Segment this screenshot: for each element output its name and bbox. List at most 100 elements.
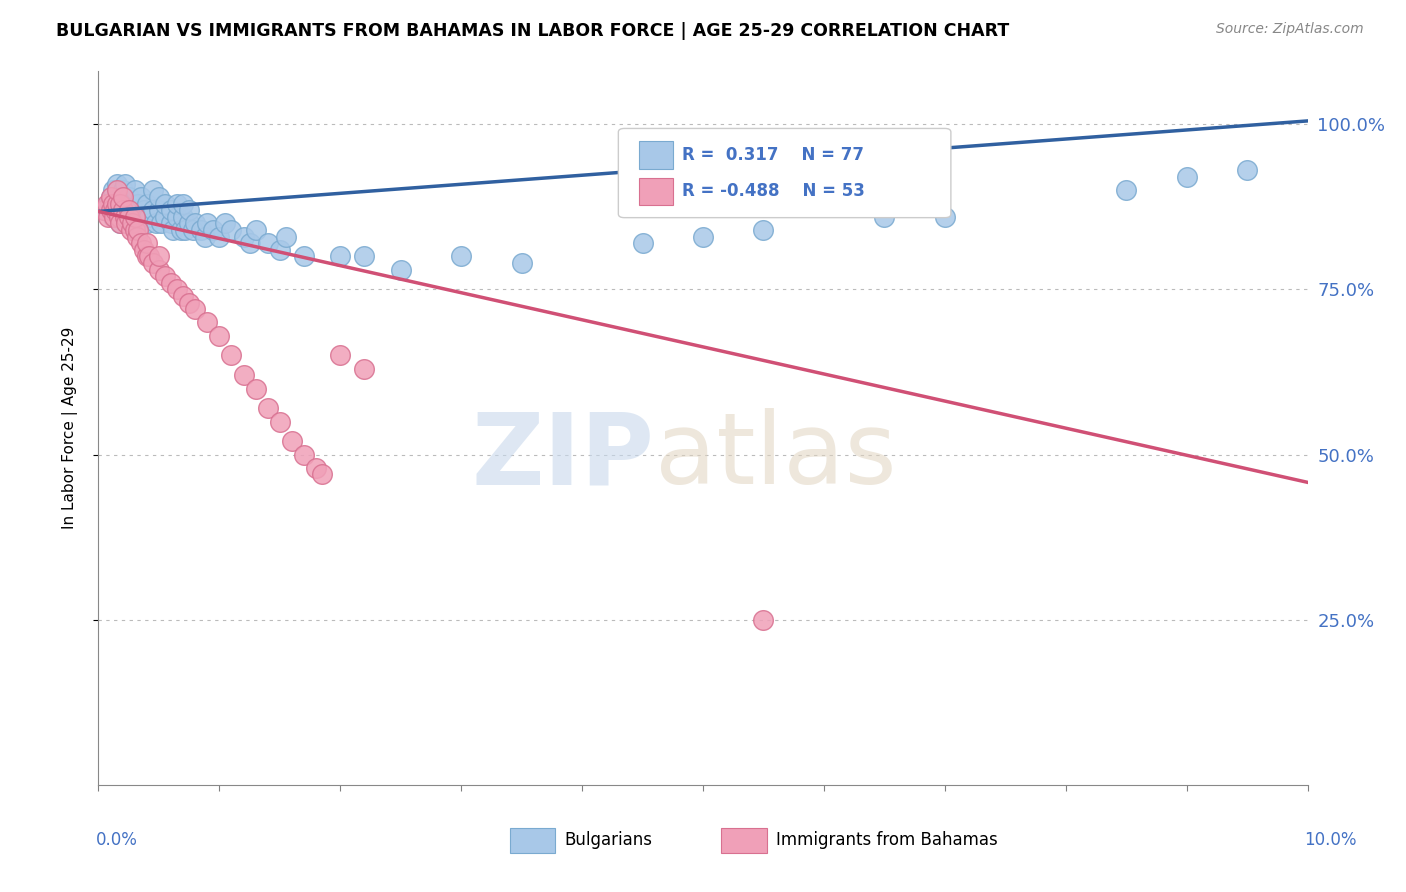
Point xyxy=(329,349,352,363)
Point xyxy=(142,203,165,218)
Point xyxy=(172,210,194,224)
Text: ZIP: ZIP xyxy=(472,409,655,505)
Point xyxy=(329,249,352,263)
Point xyxy=(124,223,146,237)
Point xyxy=(124,203,146,218)
Point xyxy=(292,448,315,462)
Point xyxy=(103,210,125,224)
Point xyxy=(111,196,134,211)
Point xyxy=(108,210,131,224)
Point xyxy=(221,349,243,363)
Point xyxy=(311,467,333,482)
Point xyxy=(135,249,157,263)
Point xyxy=(239,236,262,251)
Point xyxy=(108,203,131,218)
Point xyxy=(101,196,124,211)
Y-axis label: In Labor Force | Age 25-29: In Labor Force | Age 25-29 xyxy=(62,327,77,529)
Point xyxy=(245,223,267,237)
Point xyxy=(118,203,141,218)
Point xyxy=(111,190,134,204)
Point xyxy=(138,210,160,224)
Point xyxy=(269,415,291,429)
Point xyxy=(172,196,194,211)
Point xyxy=(1236,163,1258,178)
Point xyxy=(135,236,157,251)
Point xyxy=(127,223,149,237)
Point xyxy=(108,196,131,211)
FancyBboxPatch shape xyxy=(619,128,950,218)
Point xyxy=(96,196,118,211)
Point xyxy=(100,190,122,204)
Point xyxy=(692,229,714,244)
Point xyxy=(195,216,218,230)
Point xyxy=(114,177,136,191)
Point xyxy=(121,196,143,211)
Point xyxy=(135,196,157,211)
Point xyxy=(104,203,127,218)
Point xyxy=(174,223,197,237)
Point xyxy=(114,210,136,224)
Point xyxy=(221,223,243,237)
Point xyxy=(105,196,128,211)
Point xyxy=(1115,183,1137,197)
Point xyxy=(97,210,120,224)
Point xyxy=(153,269,176,284)
Point xyxy=(111,183,134,197)
Point xyxy=(105,177,128,191)
Point xyxy=(127,216,149,230)
Point xyxy=(93,203,115,218)
Point xyxy=(160,216,183,230)
Point xyxy=(179,216,201,230)
Point xyxy=(752,613,775,627)
Point xyxy=(138,249,160,263)
Point xyxy=(169,223,191,237)
Point xyxy=(148,203,170,218)
Point xyxy=(510,256,533,270)
Point xyxy=(292,249,315,263)
Point xyxy=(93,203,115,218)
Point xyxy=(181,223,204,237)
Point xyxy=(145,216,167,230)
Point xyxy=(184,302,207,317)
Point xyxy=(353,361,375,376)
FancyBboxPatch shape xyxy=(509,828,555,853)
Point xyxy=(142,183,165,197)
Point xyxy=(179,203,201,218)
Point xyxy=(353,249,375,263)
Point xyxy=(160,203,183,218)
Point xyxy=(172,289,194,303)
Point xyxy=(150,216,173,230)
Point xyxy=(162,223,184,237)
Point xyxy=(100,190,122,204)
Point xyxy=(256,401,278,416)
Point xyxy=(97,196,120,211)
FancyBboxPatch shape xyxy=(638,178,673,204)
Point xyxy=(148,262,170,277)
Point xyxy=(752,223,775,237)
FancyBboxPatch shape xyxy=(721,828,768,853)
Point xyxy=(127,229,149,244)
Text: Source: ZipAtlas.com: Source: ZipAtlas.com xyxy=(1216,22,1364,37)
Point xyxy=(135,216,157,230)
Text: R = -0.488    N = 53: R = -0.488 N = 53 xyxy=(682,182,865,200)
Point xyxy=(160,276,183,290)
Point xyxy=(245,382,267,396)
Point xyxy=(281,434,304,449)
Point xyxy=(305,460,328,475)
Point xyxy=(101,210,124,224)
Point xyxy=(269,243,291,257)
Text: atlas: atlas xyxy=(655,409,896,505)
Point xyxy=(105,196,128,211)
Point xyxy=(148,190,170,204)
Text: BULGARIAN VS IMMIGRANTS FROM BAHAMAS IN LABOR FORCE | AGE 25-29 CORRELATION CHAR: BULGARIAN VS IMMIGRANTS FROM BAHAMAS IN … xyxy=(56,22,1010,40)
Point xyxy=(124,210,146,224)
Point xyxy=(129,210,152,224)
Point xyxy=(232,229,254,244)
Point xyxy=(450,249,472,263)
Point xyxy=(184,216,207,230)
Point xyxy=(166,196,188,211)
Point xyxy=(129,236,152,251)
Point xyxy=(118,203,141,218)
Point xyxy=(120,210,142,224)
Point xyxy=(104,203,127,218)
